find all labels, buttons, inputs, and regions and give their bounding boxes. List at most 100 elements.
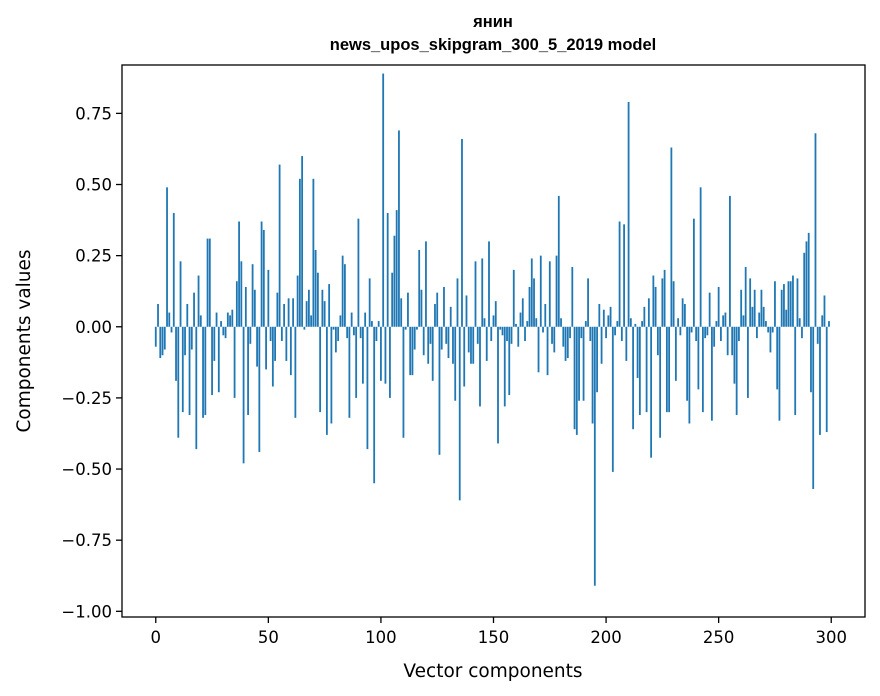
bar bbox=[224, 326, 227, 339]
bar bbox=[382, 73, 385, 327]
bar bbox=[706, 326, 709, 336]
bar bbox=[271, 326, 274, 387]
bar bbox=[389, 326, 391, 398]
bar bbox=[197, 275, 200, 327]
bar bbox=[792, 275, 794, 327]
bar bbox=[711, 326, 713, 421]
bar bbox=[348, 326, 351, 418]
bar bbox=[686, 326, 689, 401]
bar bbox=[431, 326, 434, 381]
bar bbox=[186, 304, 189, 327]
bar bbox=[384, 326, 387, 384]
x-axis-ticks: 0 50 100 150 200 250 300 bbox=[151, 617, 847, 647]
bar bbox=[238, 221, 240, 327]
bar bbox=[643, 306, 646, 327]
bar bbox=[229, 315, 231, 327]
bar bbox=[407, 292, 409, 327]
bar bbox=[296, 275, 299, 327]
bar bbox=[776, 326, 779, 390]
bar bbox=[292, 298, 295, 327]
bar bbox=[463, 326, 466, 387]
bar bbox=[314, 249, 317, 327]
bar bbox=[346, 326, 349, 339]
bar bbox=[650, 326, 653, 458]
bar bbox=[578, 326, 580, 401]
bar bbox=[190, 326, 193, 350]
bar bbox=[623, 224, 625, 327]
bar bbox=[262, 230, 265, 327]
bar bbox=[566, 326, 569, 359]
bar bbox=[665, 326, 668, 413]
bar bbox=[211, 326, 213, 396]
bar bbox=[217, 326, 220, 393]
bar bbox=[627, 101, 630, 327]
bar bbox=[548, 261, 551, 327]
bar bbox=[720, 326, 722, 341]
bar bbox=[701, 326, 704, 413]
bar bbox=[393, 235, 396, 327]
bar bbox=[812, 326, 815, 489]
bar bbox=[596, 326, 598, 393]
bar bbox=[161, 326, 164, 356]
bar bbox=[539, 255, 542, 327]
bar bbox=[562, 326, 565, 347]
bar bbox=[425, 241, 427, 327]
bar bbox=[321, 289, 324, 327]
bar bbox=[636, 326, 639, 378]
bar bbox=[456, 278, 459, 327]
bar bbox=[515, 323, 517, 327]
bar bbox=[722, 315, 725, 327]
x-axis-label: Vector components bbox=[403, 661, 582, 682]
bar bbox=[377, 321, 380, 327]
bar bbox=[659, 326, 662, 438]
bar bbox=[774, 281, 776, 327]
bar bbox=[506, 326, 508, 341]
bar bbox=[312, 178, 315, 327]
bar bbox=[402, 326, 405, 438]
bar bbox=[454, 326, 457, 401]
x-tick-label: 0 bbox=[151, 628, 162, 647]
bar bbox=[481, 258, 484, 327]
bar bbox=[470, 326, 472, 364]
bar bbox=[810, 326, 812, 393]
bar bbox=[157, 304, 159, 327]
x-tick-label: 50 bbox=[258, 628, 279, 647]
bar bbox=[738, 326, 740, 341]
bar bbox=[175, 326, 177, 381]
bar bbox=[762, 306, 765, 327]
bar bbox=[767, 326, 770, 333]
bar bbox=[429, 326, 432, 344]
bar bbox=[569, 326, 571, 339]
bar bbox=[357, 218, 360, 327]
bar bbox=[400, 298, 403, 327]
bar bbox=[434, 304, 436, 327]
bar bbox=[195, 326, 198, 450]
bar bbox=[789, 281, 792, 327]
bar bbox=[355, 326, 358, 398]
x-tick-label: 100 bbox=[365, 628, 397, 647]
bar bbox=[298, 178, 301, 327]
bar bbox=[366, 326, 369, 450]
bar bbox=[681, 298, 684, 327]
x-tick-label: 300 bbox=[815, 628, 847, 647]
bar bbox=[503, 326, 506, 407]
bar bbox=[260, 221, 263, 327]
bar bbox=[557, 195, 560, 327]
bar bbox=[821, 315, 824, 327]
bar bbox=[823, 295, 826, 327]
bar bbox=[783, 284, 785, 327]
bar bbox=[785, 309, 788, 327]
bar bbox=[618, 221, 621, 327]
bar bbox=[166, 187, 168, 327]
bar bbox=[251, 264, 254, 327]
bar bbox=[616, 321, 619, 327]
bar bbox=[159, 326, 162, 359]
bar bbox=[611, 326, 614, 472]
bar bbox=[690, 326, 693, 333]
bar bbox=[359, 326, 362, 339]
bar bbox=[330, 326, 333, 424]
bar bbox=[600, 326, 603, 364]
bar bbox=[796, 278, 799, 327]
plot-frame bbox=[121, 64, 866, 618]
bar bbox=[179, 261, 182, 327]
